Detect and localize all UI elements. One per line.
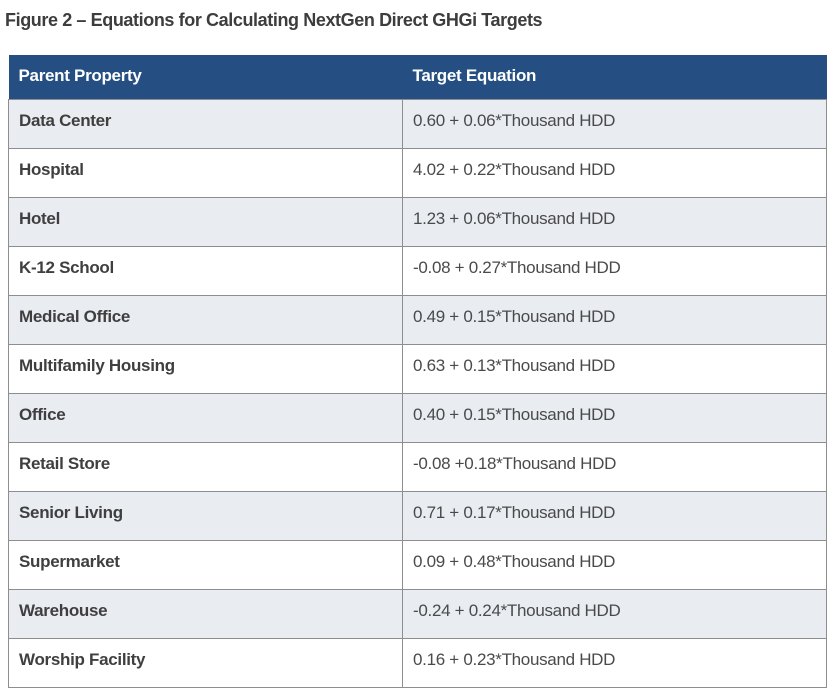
property-cell: Office — [8, 392, 403, 443]
table-row: Medical Office 0.49 + 0.15*Thousand HDD — [8, 294, 827, 345]
column-header-parent-property: Parent Property — [8, 55, 403, 99]
property-cell: Hotel — [8, 196, 403, 247]
header-row: Parent Property Target Equation — [8, 55, 827, 99]
equation-cell: 0.09 + 0.48*Thousand HDD — [402, 539, 827, 590]
equation-cell: 0.60 + 0.06*Thousand HDD — [402, 98, 827, 149]
equation-cell: -0.24 + 0.24*Thousand HDD — [402, 588, 827, 639]
table-row: Hotel 1.23 + 0.06*Thousand HDD — [8, 196, 827, 247]
property-cell: Retail Store — [8, 441, 403, 492]
table-row: Retail Store -0.08 +0.18*Thousand HDD — [8, 441, 827, 492]
property-cell: Multifamily Housing — [8, 343, 403, 394]
figure-title: Figure 2 – Equations for Calculating Nex… — [5, 10, 543, 30]
table-row: Worship Facility 0.16 + 0.23*Thousand HD… — [8, 637, 827, 688]
property-cell: Hospital — [8, 147, 403, 198]
property-cell: Medical Office — [8, 294, 403, 345]
table-row: Warehouse -0.24 + 0.24*Thousand HDD — [8, 588, 827, 639]
table-body: Data Center 0.60 + 0.06*Thousand HDD Hos… — [8, 98, 827, 688]
equation-cell: -0.08 + 0.27*Thousand HDD — [402, 245, 827, 296]
table-row: Office 0.40 + 0.15*Thousand HDD — [8, 392, 827, 443]
table-row: Supermarket 0.09 + 0.48*Thousand HDD — [8, 539, 827, 590]
property-cell: Worship Facility — [8, 637, 403, 688]
equation-cell: 4.02 + 0.22*Thousand HDD — [402, 147, 827, 198]
property-cell: K-12 School — [8, 245, 403, 296]
table-header: Parent Property Target Equation — [8, 55, 827, 99]
table-row: Data Center 0.60 + 0.06*Thousand HDD — [8, 98, 827, 149]
equation-cell: 0.49 + 0.15*Thousand HDD — [402, 294, 827, 345]
equation-cell: 0.40 + 0.15*Thousand HDD — [402, 392, 827, 443]
equation-cell: 0.71 + 0.17*Thousand HDD — [402, 490, 827, 541]
property-cell: Senior Living — [8, 490, 403, 541]
equation-cell: 0.63 + 0.13*Thousand HDD — [402, 343, 827, 394]
property-cell: Data Center — [8, 98, 403, 149]
column-header-target-equation: Target Equation — [402, 55, 827, 99]
table-row: Senior Living 0.71 + 0.17*Thousand HDD — [8, 490, 827, 541]
property-cell: Warehouse — [8, 588, 403, 639]
table-row: Multifamily Housing 0.63 + 0.13*Thousand… — [8, 343, 827, 394]
table-row: K-12 School -0.08 + 0.27*Thousand HDD — [8, 245, 827, 296]
table-row: Hospital 4.02 + 0.22*Thousand HDD — [8, 147, 827, 198]
property-cell: Supermarket — [8, 539, 403, 590]
equation-cell: 1.23 + 0.06*Thousand HDD — [402, 196, 827, 247]
equation-cell: -0.08 +0.18*Thousand HDD — [402, 441, 827, 492]
ghgi-targets-table: Parent Property Target Equation Data Cen… — [8, 55, 827, 688]
equation-cell: 0.16 + 0.23*Thousand HDD — [402, 637, 827, 688]
